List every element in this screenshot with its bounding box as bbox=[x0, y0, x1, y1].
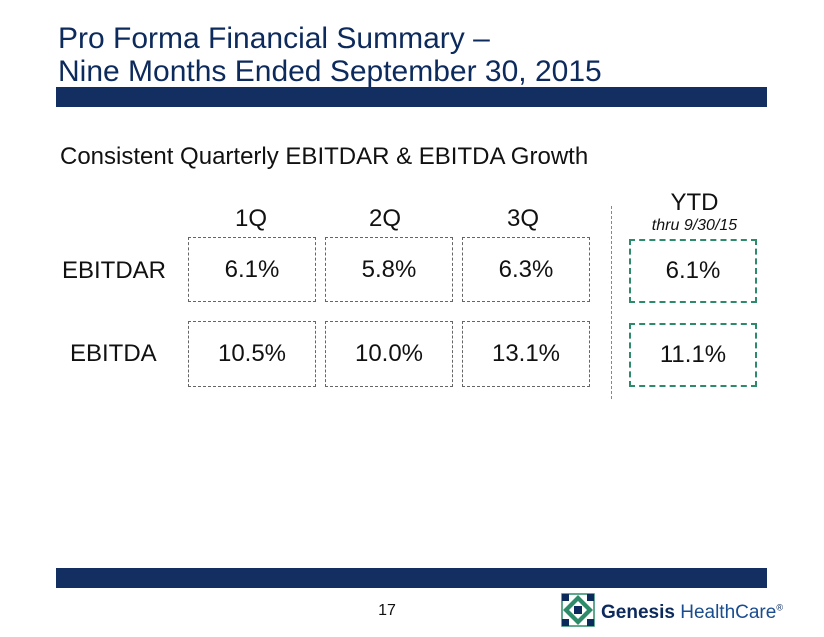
ebitdar-2q-value: 5.8% bbox=[361, 255, 417, 283]
ytd-label: YTD bbox=[670, 189, 719, 216]
ebitdar-2q-cell: 5.8% bbox=[325, 237, 453, 302]
ebitda-2q-cell: 10.0% bbox=[325, 321, 453, 387]
ebitda-ytd-value: 11.1% bbox=[659, 341, 727, 368]
row-label-ebitda: EBITDA bbox=[70, 340, 157, 367]
quilt-star-logo-icon bbox=[561, 593, 595, 632]
logo-registered-mark: ® bbox=[776, 602, 783, 613]
column-header-1q: 1Q bbox=[234, 205, 267, 232]
column-header-3q: 3Q bbox=[506, 205, 539, 232]
ebitda-2q-value: 10.0% bbox=[354, 340, 424, 367]
ebitda-3q-value: 13.1% bbox=[491, 340, 561, 367]
slide-title: Pro Forma Financial Summary – Nine Month… bbox=[58, 22, 602, 88]
column-header-ytd: YTD thru 9/30/15 bbox=[632, 190, 757, 236]
ebitdar-3q-value: 6.3% bbox=[498, 255, 554, 283]
logo-wordmark: Genesis HealthCare® bbox=[601, 602, 783, 624]
page-number: 17 bbox=[378, 602, 396, 619]
genesis-healthcare-logo: Genesis HealthCare® bbox=[561, 593, 783, 632]
ebitda-ytd-cell: 11.1% bbox=[629, 323, 757, 387]
ebitdar-ytd-cell: 6.1% bbox=[629, 239, 757, 303]
ytd-divider bbox=[611, 206, 612, 399]
logo-word-genesis: Genesis bbox=[601, 601, 675, 623]
slide-subtitle: Consistent Quarterly EBITDAR & EBITDA Gr… bbox=[60, 143, 589, 170]
slide-title-line1: Pro Forma Financial Summary – bbox=[58, 22, 490, 55]
ebitda-3q-cell: 13.1% bbox=[462, 321, 590, 387]
column-header-2q: 2Q bbox=[368, 205, 401, 232]
footer-band bbox=[56, 568, 767, 588]
ebitda-1q-cell: 10.5% bbox=[188, 321, 316, 387]
ebitdar-3q-cell: 6.3% bbox=[462, 237, 590, 302]
slide-title-line2: Nine Months Ended September 30, 2015 bbox=[58, 55, 602, 88]
ytd-note: thru 9/30/15 bbox=[651, 217, 738, 234]
ebitdar-ytd-value: 6.1% bbox=[665, 257, 721, 284]
ebitdar-1q-cell: 6.1% bbox=[188, 237, 316, 302]
row-label-ebitdar: EBITDAR bbox=[62, 257, 167, 284]
ebitdar-1q-value: 6.1% bbox=[224, 255, 280, 283]
logo-word-healthcare: HealthCare bbox=[680, 601, 777, 623]
ebitda-1q-value: 10.5% bbox=[217, 340, 287, 367]
header-band bbox=[56, 87, 767, 107]
